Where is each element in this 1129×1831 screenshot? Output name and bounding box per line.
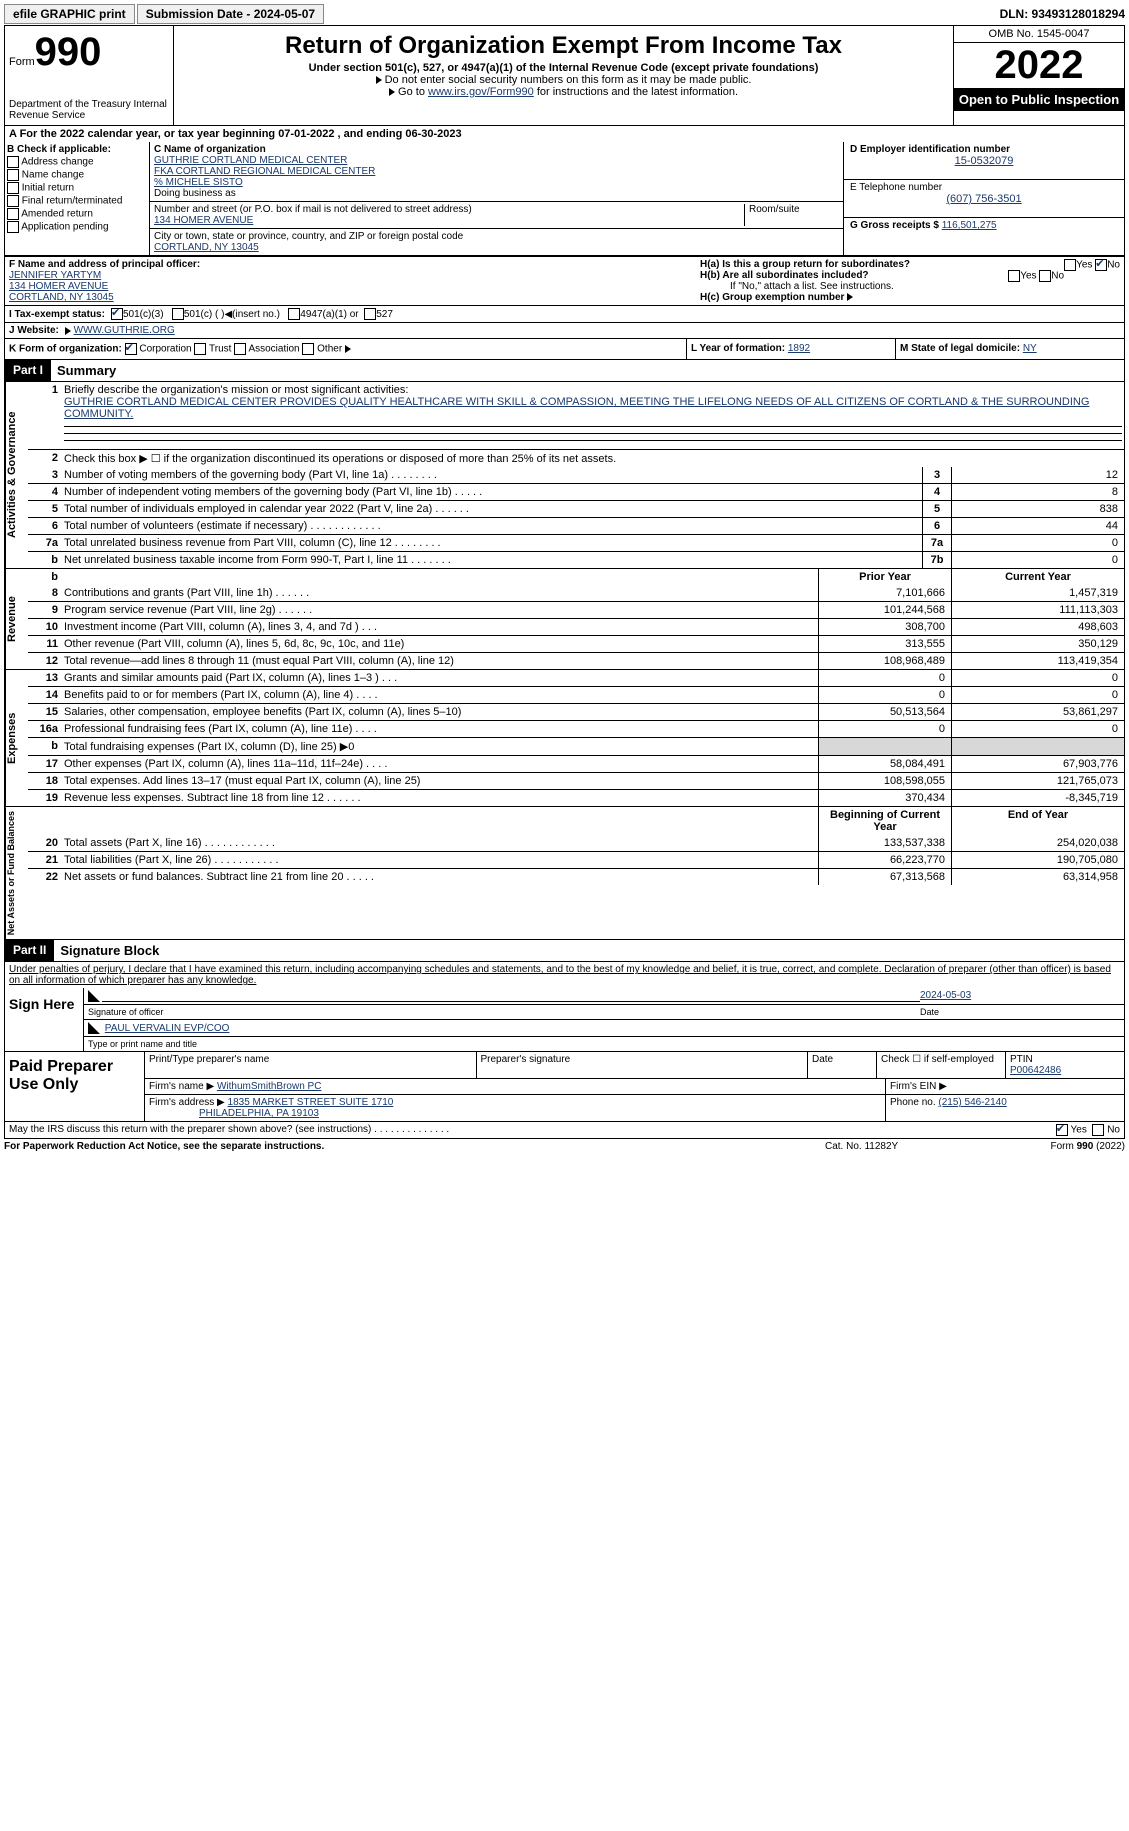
- efile-button[interactable]: efile GRAPHIC print: [4, 4, 135, 24]
- street-block: Number and street (or P.O. box if mail i…: [150, 202, 843, 229]
- city-block: City or town, state or province, country…: [150, 229, 843, 255]
- summary-row: 3 Number of voting members of the govern…: [28, 467, 1124, 483]
- revenue-section: Revenue b Prior Year Current Year 8 Cont…: [4, 569, 1125, 670]
- summary-row: 8 Contributions and grants (Part VIII, l…: [28, 585, 1124, 601]
- summary-row: 15 Salaries, other compensation, employe…: [28, 703, 1124, 720]
- sig-arrow-icon-2: [88, 1022, 100, 1034]
- tax-year: 2022: [954, 43, 1124, 88]
- 501c3-checkbox[interactable]: [111, 308, 123, 320]
- summary-row: 10 Investment income (Part VIII, column …: [28, 618, 1124, 635]
- form-title: Return of Organization Exempt From Incom…: [178, 32, 949, 60]
- under-section: Under section 501(c), 527, or 4947(a)(1)…: [178, 62, 949, 74]
- summary-row: b Net unrelated business taxable income …: [28, 551, 1124, 568]
- summary-row: b Total fundraising expenses (Part IX, c…: [28, 737, 1124, 755]
- summary-row: 18 Total expenses. Add lines 13–17 (must…: [28, 772, 1124, 789]
- assoc-checkbox[interactable]: [234, 343, 246, 355]
- paid-preparer-block: Paid Preparer Use Only Print/Type prepar…: [4, 1052, 1125, 1122]
- summary-row: 14 Benefits paid to or for members (Part…: [28, 686, 1124, 703]
- application-pending-checkbox[interactable]: [7, 221, 19, 233]
- top-bar: efile GRAPHIC print Submission Date - 20…: [4, 4, 1125, 24]
- part1-header: Part I Summary: [4, 360, 1125, 382]
- footer: For Paperwork Reduction Act Notice, see …: [4, 1139, 1125, 1154]
- summary-row: 12 Total revenue—add lines 8 through 11 …: [28, 652, 1124, 669]
- dept-treasury: Department of the Treasury Internal Reve…: [9, 99, 169, 121]
- website-link[interactable]: WWW.GUTHRIE.ORG: [74, 325, 175, 336]
- summary-row: 9 Program service revenue (Part VIII, li…: [28, 601, 1124, 618]
- net-assets-section: Net Assets or Fund Balances Beginning of…: [4, 807, 1125, 940]
- summary-row: 6 Total number of volunteers (estimate i…: [28, 517, 1124, 534]
- summary-row: 17 Other expenses (Part IX, column (A), …: [28, 755, 1124, 772]
- trust-checkbox[interactable]: [194, 343, 206, 355]
- initial-return-checkbox[interactable]: [7, 182, 19, 194]
- website-row: J Website: WWW.GUTHRIE.ORG: [4, 322, 1125, 338]
- ha-yes-checkbox[interactable]: [1064, 259, 1076, 271]
- final-return-checkbox[interactable]: [7, 195, 19, 207]
- org-name-block: C Name of organization GUTHRIE CORTLAND …: [150, 142, 843, 202]
- expenses-section: Expenses 13 Grants and similar amounts p…: [4, 670, 1125, 807]
- col-b-checkboxes: B Check if applicable: Address change Na…: [5, 142, 150, 255]
- summary-row: 16a Professional fundraising fees (Part …: [28, 720, 1124, 737]
- amended-return-checkbox[interactable]: [7, 208, 19, 220]
- summary-row: 19 Revenue less expenses. Subtract line …: [28, 789, 1124, 806]
- 501c-checkbox[interactable]: [172, 308, 184, 320]
- hb-yes-checkbox[interactable]: [1008, 270, 1020, 282]
- submission-date-button[interactable]: Submission Date - 2024-05-07: [137, 4, 324, 24]
- signature-block: Under penalties of perjury, I declare th…: [4, 962, 1125, 1052]
- irs-link[interactable]: www.irs.gov/Form990: [428, 86, 534, 98]
- summary-row: 5 Total number of individuals employed i…: [28, 500, 1124, 517]
- summary-row: 21 Total liabilities (Part X, line 26) .…: [28, 851, 1124, 868]
- ssn-note: Do not enter social security numbers on …: [178, 74, 949, 86]
- corp-checkbox[interactable]: [125, 343, 137, 355]
- omb-number: OMB No. 1545-0047: [954, 26, 1124, 43]
- row-a-tax-year: A For the 2022 calendar year, or tax yea…: [4, 126, 1125, 142]
- 4947-checkbox[interactable]: [288, 308, 300, 320]
- other-checkbox[interactable]: [302, 343, 314, 355]
- tax-exempt-status: I Tax-exempt status: 501(c)(3) 501(c) ( …: [4, 305, 1125, 322]
- ein-block: D Employer identification number 15-0532…: [844, 142, 1124, 180]
- part2-header: Part II Signature Block: [4, 940, 1125, 962]
- identity-section: B Check if applicable: Address change Na…: [4, 142, 1125, 256]
- group-return-block: H(a) Is this a group return for subordin…: [696, 257, 1124, 305]
- name-change-checkbox[interactable]: [7, 169, 19, 181]
- activities-governance-section: Activities & Governance 1 Briefly descri…: [4, 382, 1125, 569]
- row-klm: K Form of organization: Corporation Trus…: [4, 338, 1125, 360]
- row-f-h: F Name and address of principal officer:…: [4, 256, 1125, 305]
- sig-arrow-icon: [88, 990, 100, 1002]
- summary-row: 7a Total unrelated business revenue from…: [28, 534, 1124, 551]
- summary-row: 13 Grants and similar amounts paid (Part…: [28, 670, 1124, 686]
- 527-checkbox[interactable]: [364, 308, 376, 320]
- discuss-yes-checkbox[interactable]: [1056, 1124, 1068, 1136]
- dln-label: DLN: 93493128018294: [1000, 7, 1125, 21]
- discuss-row: May the IRS discuss this return with the…: [4, 1122, 1125, 1139]
- hb-no-checkbox[interactable]: [1039, 270, 1051, 282]
- discuss-no-checkbox[interactable]: [1092, 1124, 1104, 1136]
- gross-receipts: G Gross receipts $ 116,501,275: [844, 218, 1124, 255]
- address-change-checkbox[interactable]: [7, 156, 19, 168]
- ha-no-checkbox[interactable]: [1095, 259, 1107, 271]
- mission-text: GUTHRIE CORTLAND MEDICAL CENTER PROVIDES…: [64, 396, 1089, 420]
- open-to-public: Open to Public Inspection: [954, 88, 1124, 111]
- goto-link-line: Go to www.irs.gov/Form990 for instructio…: [178, 86, 949, 98]
- summary-row: 20 Total assets (Part X, line 16) . . . …: [28, 835, 1124, 851]
- phone-block: E Telephone number (607) 756-3501: [844, 180, 1124, 218]
- summary-row: 4 Number of independent voting members o…: [28, 483, 1124, 500]
- form-header: Form990 Department of the Treasury Inter…: [4, 25, 1125, 126]
- form-number: Form990: [9, 30, 169, 75]
- principal-officer: F Name and address of principal officer:…: [5, 257, 696, 305]
- summary-row: 11 Other revenue (Part VIII, column (A),…: [28, 635, 1124, 652]
- summary-row: 22 Net assets or fund balances. Subtract…: [28, 868, 1124, 885]
